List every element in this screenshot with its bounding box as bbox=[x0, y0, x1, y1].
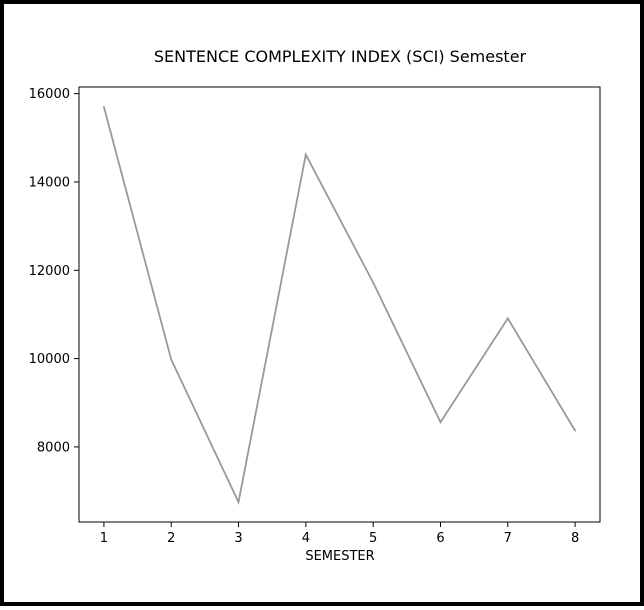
data-point bbox=[506, 317, 509, 320]
data-point bbox=[372, 281, 375, 284]
data-point bbox=[574, 429, 576, 432]
data-point bbox=[170, 358, 173, 361]
x-axis-label: SEMESTER bbox=[305, 549, 374, 564]
x-axis: 1 2 3 4 5 6 7 8 bbox=[100, 522, 579, 546]
y-tick-label: 8000 bbox=[37, 440, 70, 455]
y-tick-label: 16000 bbox=[29, 87, 70, 102]
x-tick-label: 4 bbox=[302, 531, 310, 546]
x-tick-label: 3 bbox=[234, 531, 242, 546]
line-chart: SENTENCE COMPLEXITY INDEX (SCI) Semester… bbox=[29, 47, 601, 564]
y-axis: 8000 10000 12000 14000 16000 bbox=[29, 87, 79, 455]
chart-title: SENTENCE COMPLEXITY INDEX (SCI) Semester bbox=[154, 47, 527, 66]
x-tick-label: 8 bbox=[571, 531, 579, 546]
y-tick-label: 10000 bbox=[29, 352, 70, 367]
data-point bbox=[439, 421, 442, 424]
data-point bbox=[103, 105, 105, 108]
series-line bbox=[103, 106, 576, 505]
x-tick-label: 7 bbox=[504, 531, 512, 546]
x-tick-label: 1 bbox=[100, 531, 108, 546]
plot-area bbox=[78, 86, 601, 523]
x-tick-label: 5 bbox=[369, 531, 377, 546]
y-tick-label: 12000 bbox=[29, 264, 70, 279]
series-layer bbox=[103, 105, 576, 505]
data-point bbox=[237, 501, 240, 504]
x-tick-label: 6 bbox=[436, 531, 444, 546]
x-tick-label: 2 bbox=[167, 531, 175, 546]
y-tick-label: 14000 bbox=[29, 175, 70, 190]
data-point bbox=[304, 153, 307, 156]
